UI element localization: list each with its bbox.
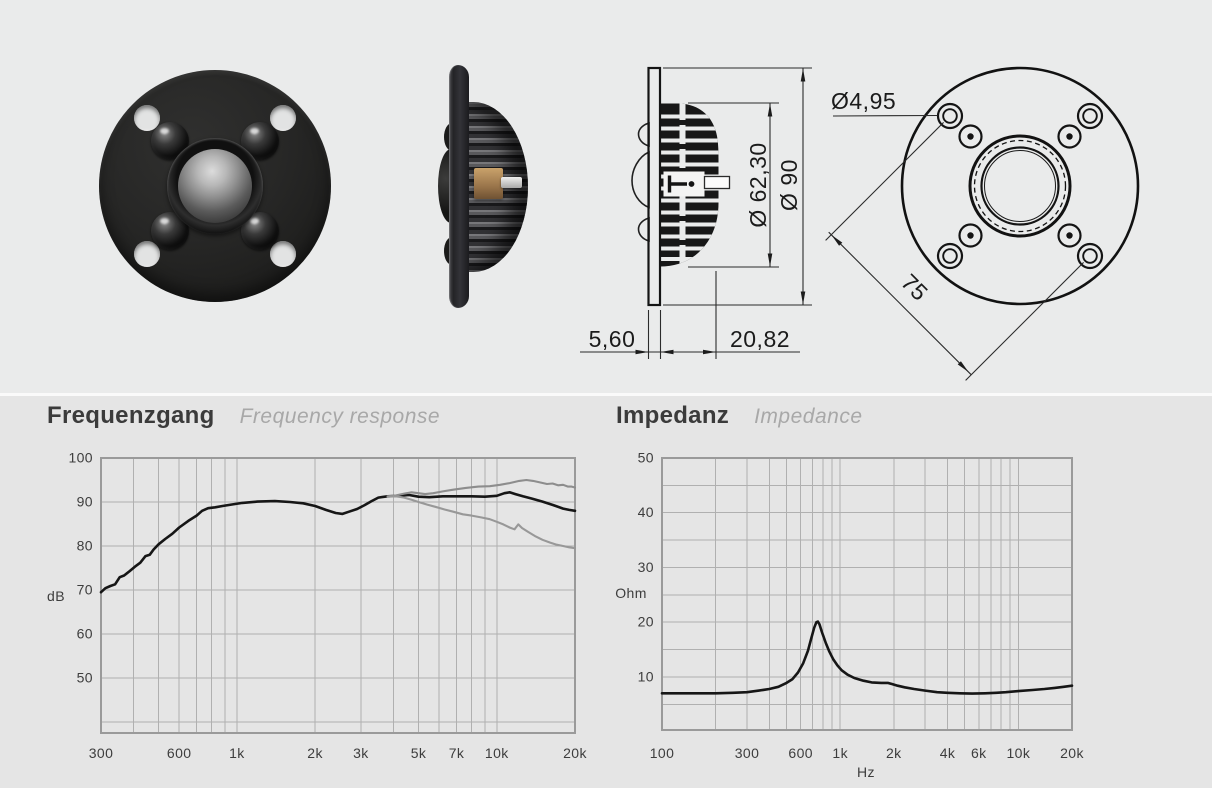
y-tick-label: 90: [77, 494, 93, 510]
dim-label-bolt-diagonal: 75: [896, 269, 933, 306]
product-photo-side: [436, 63, 538, 313]
x-axis-unit: Hz: [857, 764, 875, 780]
center-dome-rings: [968, 134, 1072, 238]
x-tick-label: 600: [788, 745, 813, 761]
y-tick-label: 60: [77, 626, 93, 642]
x-tick-label: 300: [735, 745, 760, 761]
y-tick-label: 40: [638, 504, 654, 520]
chart-subtitle-impedance: Impedance: [754, 405, 863, 428]
tweeter-dome: [178, 149, 252, 223]
x-tick-label: 10k: [1007, 745, 1031, 761]
dimension-lines: [580, 67, 812, 359]
dim-label-outer-diameter: Ø 90: [776, 159, 802, 211]
terminal-dot: [688, 181, 695, 187]
x-tick-label: 100: [650, 745, 675, 761]
dim-label-dome-diameter: Ø 62,30: [745, 142, 771, 227]
screw-head-profile: [637, 216, 650, 243]
y-axis-unit: dB: [47, 588, 65, 604]
product-photo-front: [99, 70, 331, 302]
plot-border: [100, 457, 576, 734]
mounting-hole: [134, 241, 160, 267]
series-off-axis-falling: [386, 495, 577, 550]
x-tick-label: 600: [167, 745, 192, 761]
x-tick-label: 10k: [485, 745, 509, 761]
plot-border: [661, 457, 1073, 731]
dim-label-depth: 20,82: [730, 326, 790, 352]
x-tick-label: 20k: [563, 745, 587, 761]
x-tick-label: 3k: [353, 745, 369, 761]
y-tick-label: 50: [77, 670, 93, 686]
frequency-chart-title-row: Frequenzgang Frequency response: [47, 404, 440, 428]
x-tick-label: 2k: [886, 745, 902, 761]
faceplate-circle: [900, 66, 1140, 306]
x-tick-label: 1k: [229, 745, 245, 761]
x-tick-label: 300: [89, 745, 114, 761]
mounting-holes: [936, 102, 1104, 270]
dim-label-plate-thickness: 5,60: [589, 326, 636, 352]
mounting-hole: [270, 241, 296, 267]
side-faceplate: [449, 65, 469, 308]
dome-screw-holes: [958, 124, 1082, 248]
x-tick-label: 1k: [832, 745, 848, 761]
x-tick-label: 6k: [971, 745, 987, 761]
cross-section-drawing: Ø 62,30 Ø 90 5,60 20,82: [580, 66, 812, 359]
series-off-axis-rising: [386, 478, 577, 498]
y-tick-label: 20: [638, 614, 654, 630]
y-tick-label: 50: [638, 450, 654, 466]
faceplate-section: [647, 66, 662, 307]
chart-title-impedanz: Impedanz: [616, 402, 730, 429]
x-tick-label: 20k: [1060, 745, 1084, 761]
y-tick-label: 100: [68, 450, 93, 466]
screw-head-profile: [637, 121, 650, 148]
front-view-drawing: Ø4,95 75: [825, 66, 1140, 381]
x-tick-label: 4k: [940, 745, 956, 761]
terminal-detail: [667, 175, 687, 193]
hole-diameter-leader: [832, 114, 938, 117]
x-tick-label: 5k: [411, 745, 427, 761]
y-axis-unit: Ohm: [615, 585, 647, 601]
y-tick-label: 30: [638, 559, 654, 575]
impedance-chart-title-row: Impedanz Impedance: [616, 404, 863, 428]
frequency-response-chart: 300 600 1k 2k 3k 5k 7k 10k 20k 50 60 70 80 90 100 dB: [47, 450, 587, 762]
x-tick-label: 7k: [449, 745, 465, 761]
dome-profile: [631, 150, 650, 209]
side-terminal-pin: [501, 177, 522, 188]
terminal-pin-outline: [703, 175, 731, 190]
dim-label-hole-diameter: Ø4,95: [831, 88, 896, 114]
impedance-chart: 100 300 600 1k 2k 4k 6k 10k 20k 10 20 30 40 50 Ohm Hz: [615, 450, 1084, 781]
side-terminal-gold: [474, 168, 503, 199]
y-tick-label: 10: [638, 668, 654, 684]
y-tick-label: 70: [77, 582, 93, 598]
chart-title-frequenzgang: Frequenzgang: [47, 402, 215, 429]
x-tick-label: 2k: [307, 745, 323, 761]
y-tick-label: 80: [77, 538, 93, 554]
section-divider: [0, 393, 1212, 396]
chart-subtitle-frequency-response: Frequency response: [239, 405, 441, 428]
series-on-axis: [99, 490, 577, 594]
mounting-hole: [270, 105, 296, 131]
series-impedance: [660, 620, 1074, 695]
